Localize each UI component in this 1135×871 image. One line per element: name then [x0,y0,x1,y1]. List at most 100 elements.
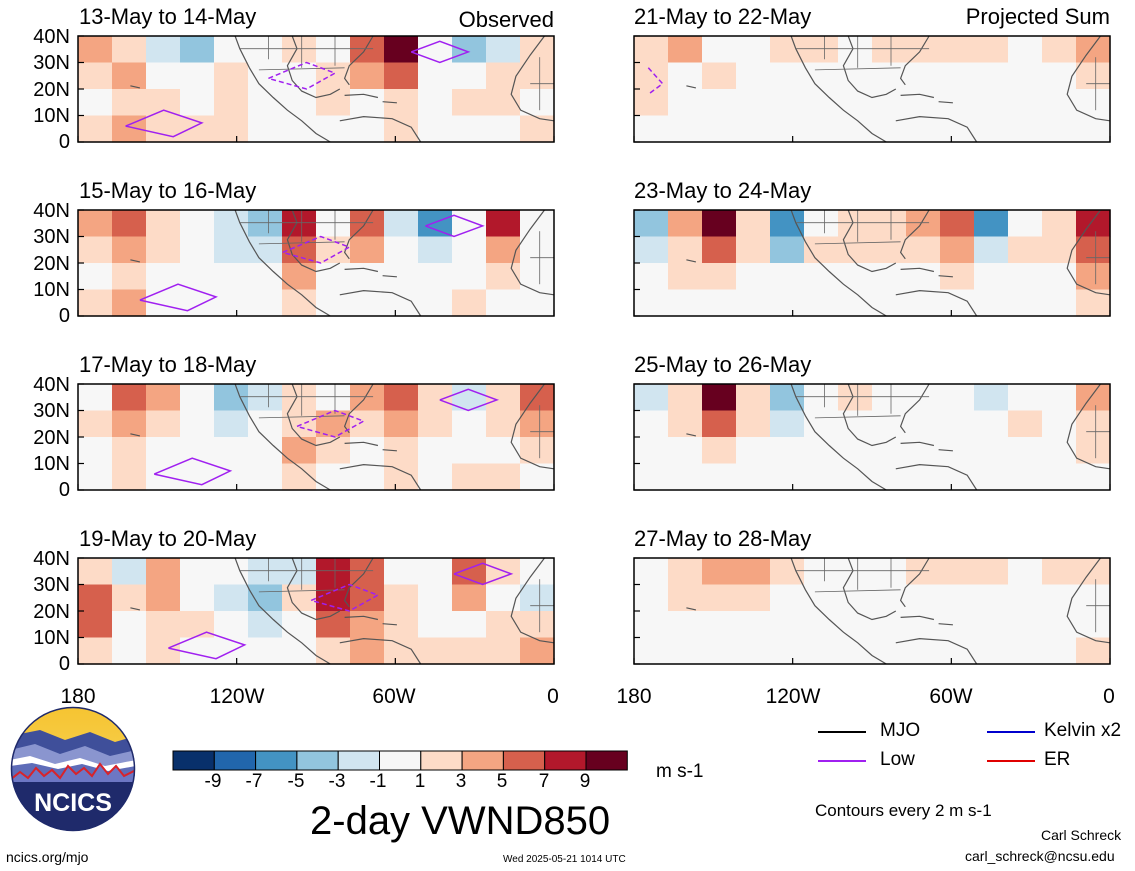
heatmap-cell [668,637,703,665]
coastline [510,557,555,644]
heatmap-cell [906,289,941,317]
heatmap-cell [974,384,1009,412]
heatmap-cell [702,62,737,90]
heatmap-cell [112,611,147,639]
map-panel [633,35,1111,143]
heatmap-cell [214,611,249,639]
heatmap-cell [736,637,771,665]
heatmap-cell [736,437,771,465]
coastline [339,115,422,143]
heatmap-cell [112,437,147,465]
heatmap-cell [350,558,385,586]
heatmap-cell [974,410,1009,438]
coastline [895,637,978,665]
heatmap-cell [804,410,839,438]
heatmap-cell [112,410,147,438]
heatmap-cell [1042,289,1077,317]
heatmap-cell [770,89,805,117]
low-contour [168,631,247,660]
coastline [286,557,341,621]
heatmap-cell [214,36,249,64]
heatmap-cell [452,558,487,586]
heatmap-cell [384,410,419,438]
low-contour [647,67,664,95]
colorbar-swatch [379,750,422,771]
coastline [382,275,397,278]
heatmap-cell [146,62,181,90]
border-line [258,241,345,245]
coastline [790,557,887,665]
heatmap-cell [248,36,283,64]
heatmap-cell [214,115,249,143]
heatmap-cell [1008,611,1043,639]
heatmap-cell [78,584,113,612]
x-tick-left-0: 0 [547,685,559,708]
coastline [343,383,374,434]
heatmap-cell [452,289,487,317]
heatmap-cell [78,410,113,438]
x-tick-left-180: 180 [60,685,96,708]
heatmap-cell [214,210,249,238]
heatmap-cell [418,89,453,117]
coastline [938,449,953,452]
footer-email[interactable]: carl_schreck@ncsu.edu [965,848,1115,864]
coastline [895,115,978,143]
heatmap-cell [214,289,249,317]
heatmap-cell [804,236,839,264]
colorbar-swatch [213,750,257,771]
heatmap-cell [486,89,521,117]
panel-title-left-1: 13-May to 14-May [79,4,257,29]
heatmap-cell [668,210,703,238]
heatmap-cell [146,89,181,117]
heatmap-cell [1042,584,1077,612]
colorbar-tick: 5 [496,771,508,792]
border-line [814,415,901,419]
heatmap-cell [78,611,113,639]
coastline [1066,557,1111,644]
coastline [899,209,930,260]
heatmap-cell [418,437,453,465]
heatmap-cell [418,236,453,264]
heatmap-cell [418,463,453,491]
main-title: 2-day VWND850 [310,799,611,843]
heatmap-cell [486,236,521,264]
heatmap-cell [418,558,453,586]
heatmap-cell [486,410,521,438]
heatmap-cell [1008,637,1043,665]
coastline [234,383,331,491]
coastline [382,623,397,626]
heatmap-cell [974,463,1009,491]
coastline [842,557,897,621]
heatmap-cell [634,611,669,639]
heatmap-cell [634,463,669,491]
heatmap-cell [452,36,487,64]
heatmap-cell [702,36,737,64]
heatmap-cell [248,263,283,291]
y-tick: 40N [33,548,70,570]
map-panel [77,383,555,491]
heatmap-cell [906,210,941,238]
heatmap-cell [906,263,941,291]
footer-url[interactable]: ncics.org/mjo [6,849,89,865]
heatmap-cell [316,384,351,412]
heatmap-cell [634,437,669,465]
heatmap-cell [282,36,317,64]
heatmap-cell [180,611,215,639]
map-panels [77,35,1111,665]
heatmap-cell [78,89,113,117]
heatmap-cell [702,463,737,491]
colorbar-swatch [585,750,628,771]
heatmap-cell [1076,384,1111,412]
coastline [900,267,935,273]
y-tick: 30N [33,52,70,74]
heatmap-cell [702,384,737,412]
coastline [286,209,341,273]
coastline [382,449,397,452]
heatmap-cell [520,263,555,291]
heatmap-cell [146,463,181,491]
heatmap-cell [702,637,737,665]
heatmap-cell [634,36,669,64]
heatmap-cell [1042,62,1077,90]
heatmap-cell [452,584,487,612]
heatmap-cell [838,36,873,64]
